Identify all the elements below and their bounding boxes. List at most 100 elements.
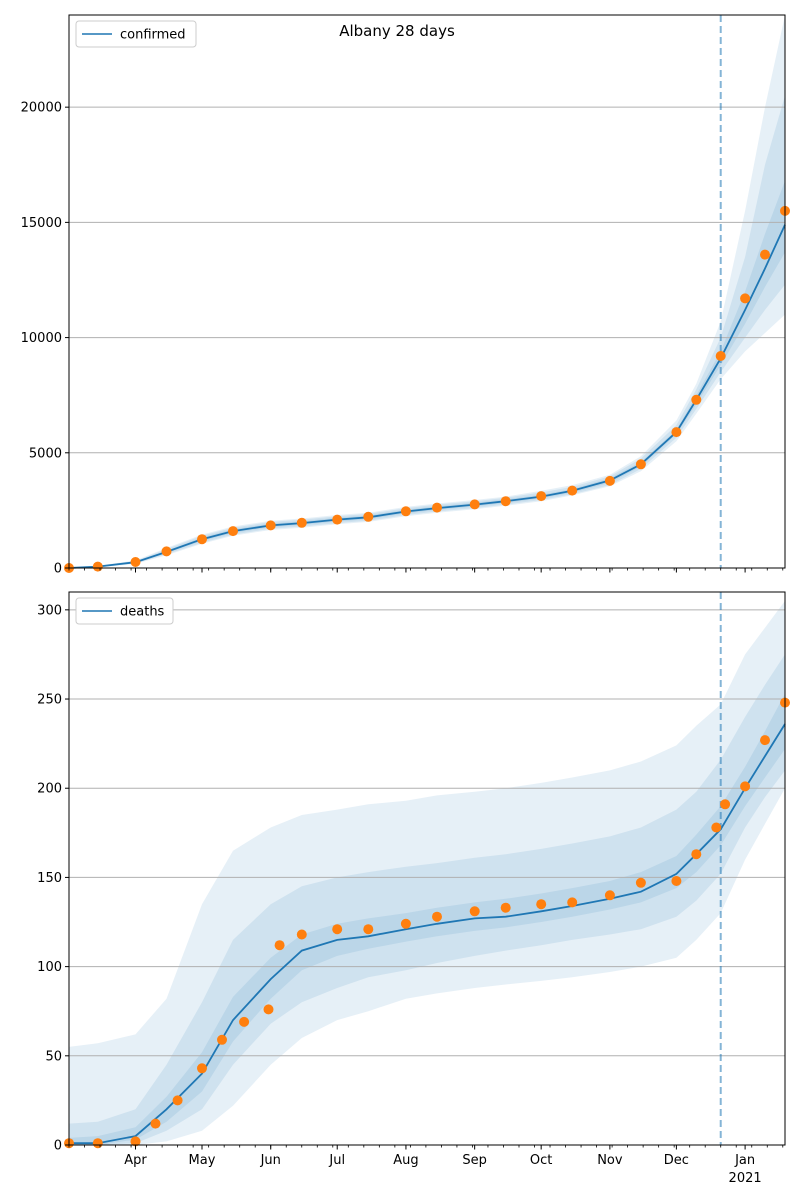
confirmed-x-ticks [68, 568, 784, 573]
observed-point [130, 1136, 141, 1147]
observed-point [720, 799, 731, 810]
observed-point [296, 929, 307, 940]
observed-point [217, 1034, 227, 1045]
deaths-axes-frame [68, 591, 786, 1146]
deaths-panel: 0 50 100 150 200 250 300 Apr May Jun Jul Aug Sep Oct… [37, 591, 790, 1186]
x-year-label: 2021 [729, 1171, 762, 1186]
uncertainty-band-1 [69, 15, 785, 568]
y-tick-label-50: 50 [45, 1049, 62, 1064]
legend-box [75, 20, 197, 48]
uncertainty-band-1 [69, 600, 785, 1145]
model-line [68, 224, 786, 569]
observed-point [92, 561, 103, 572]
y-tick-label-10000: 10000 [21, 331, 62, 346]
confirmed-uncertainty-bands [69, 15, 785, 568]
confirmed-observed-points [64, 205, 790, 573]
deaths-grid [69, 609, 785, 1057]
deaths-legend: deaths [75, 597, 174, 625]
observed-point [604, 890, 615, 901]
x-tick-label-dec: Dec [664, 1153, 689, 1168]
observed-point [263, 1004, 274, 1015]
observed-point [332, 924, 343, 935]
observed-point [296, 517, 307, 528]
chart-title: Albany 28 days [339, 22, 455, 40]
observed-point [691, 394, 702, 405]
y-tick-label-15000: 15000 [21, 216, 62, 231]
observed-point [363, 924, 374, 935]
observed-point [500, 902, 511, 913]
observed-point [671, 876, 682, 886]
uncertainty-band-3 [69, 693, 785, 1145]
confirmed-axes-frame [68, 14, 786, 569]
observed-point [635, 459, 646, 470]
observed-point [172, 1095, 183, 1106]
observed-point [567, 485, 578, 496]
y-tick-label-20000: 20000 [21, 101, 62, 116]
observed-point [740, 293, 751, 304]
observed-point [332, 514, 343, 525]
observed-point [536, 491, 547, 502]
confirmed-y-ticks: 0 5000 10000 15000 20000 [21, 101, 69, 577]
observed-point [469, 906, 480, 917]
y-tick-label-100: 100 [37, 960, 62, 975]
legend-label: confirmed [120, 28, 186, 43]
observed-point [691, 849, 702, 860]
observed-point [604, 475, 615, 486]
observed-point [760, 735, 770, 746]
confirmed-legend: confirmed [75, 20, 197, 48]
x-tick-label-jul: Jul [328, 1153, 345, 1168]
observed-point [92, 1138, 103, 1149]
y-tick-label-300: 300 [37, 603, 62, 618]
observed-point [567, 897, 578, 908]
uncertainty-band-2 [69, 95, 785, 568]
observed-point [500, 496, 511, 507]
deaths-x-ticks: Apr May Jun Jul Aug Sep Oct Nov Dec Jan 2021 [68, 1145, 784, 1186]
y-tick-label-200: 200 [37, 782, 62, 797]
y-tick-label-0: 0 [54, 1139, 62, 1154]
model-line [69, 723, 786, 1145]
y-tick-label-150: 150 [37, 871, 62, 886]
observed-point [432, 911, 442, 922]
confirmed-grid [69, 106, 785, 454]
observed-point [635, 877, 646, 888]
x-tick-label-aug: Aug [393, 1153, 418, 1168]
x-tick-label-nov: Nov [597, 1153, 623, 1168]
observed-point [711, 822, 722, 833]
observed-point [400, 918, 411, 929]
y-tick-label-250: 250 [37, 693, 62, 708]
x-tick-label-apr: Apr [124, 1153, 147, 1168]
observed-point [197, 534, 207, 545]
confirmed-panel: 0 5000 10000 15000 20000 confirmed Albany 28… [21, 14, 790, 577]
x-tick-label-oct: Oct [530, 1153, 552, 1168]
x-tick-label-jan: Jan [734, 1153, 755, 1168]
x-tick-label-may: May [189, 1153, 216, 1168]
observed-point [239, 1016, 250, 1027]
observed-point [274, 940, 285, 951]
observed-point [228, 526, 238, 537]
observed-point [197, 1063, 207, 1074]
confirmed-model-line [68, 224, 786, 569]
observed-point [161, 546, 172, 557]
observed-point [265, 520, 276, 531]
observed-point [432, 502, 442, 513]
observed-point [536, 899, 547, 910]
observed-point [130, 557, 141, 567]
uncertainty-band-2 [69, 654, 785, 1145]
legend-label: deaths [120, 605, 165, 620]
deaths-model-line [69, 723, 786, 1145]
observed-point [400, 506, 411, 517]
observed-point [469, 499, 480, 510]
observed-point [760, 249, 770, 260]
legend-box [75, 597, 174, 625]
y-tick-label-5000: 5000 [29, 446, 62, 461]
observed-point [363, 511, 374, 522]
x-tick-label-jun: Jun [260, 1153, 281, 1168]
observed-point [715, 351, 726, 361]
y-tick-label-0: 0 [54, 562, 62, 577]
x-tick-label-sep: Sep [462, 1153, 487, 1168]
observed-point [150, 1118, 161, 1129]
observed-point [740, 781, 751, 792]
deaths-y-ticks: 0 50 100 150 200 250 300 [37, 603, 69, 1154]
observed-point [671, 427, 682, 438]
